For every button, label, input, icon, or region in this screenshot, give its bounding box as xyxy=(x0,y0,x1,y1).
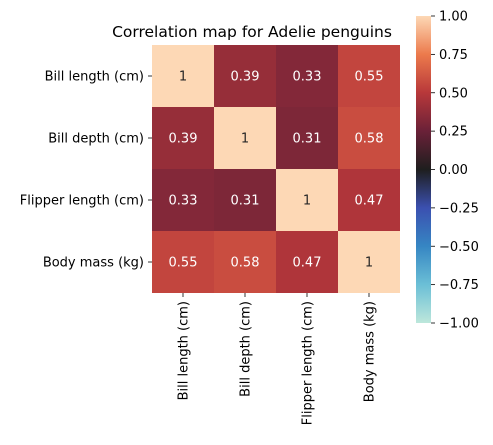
colorbar-tick-label: 0.25 xyxy=(439,125,468,140)
heatmap-cell xyxy=(152,45,214,107)
colorbar-ticks: 1.00 0.75 0.50 0.25 0.00 −0.25 −0.50 −0.75 −1.00 xyxy=(431,10,479,332)
colorbar xyxy=(416,16,431,323)
cell-value-label: 0.33 xyxy=(169,194,198,209)
heatmap-cell xyxy=(152,231,214,293)
cell-value-label: 0.33 xyxy=(293,70,322,85)
column-label: Bill length (cm) xyxy=(177,301,192,400)
colorbar-tick-label: 1.00 xyxy=(439,10,468,25)
column-label: Body mass (kg) xyxy=(363,301,378,402)
cell-value-label: 0.47 xyxy=(355,194,384,209)
heatmap-cell xyxy=(276,45,338,107)
column-label: Bill depth (cm) xyxy=(239,301,254,397)
heatmap-cell xyxy=(338,107,400,169)
cell-value-label: 1 xyxy=(241,132,249,147)
cell-value-label: 0.55 xyxy=(169,256,198,271)
heatmap-cell xyxy=(214,231,276,293)
row-label: Bill depth (cm) xyxy=(48,132,144,147)
cell-value-label: 0.39 xyxy=(231,70,260,85)
heatmap-cell xyxy=(214,169,276,231)
colorbar-tick-label: −0.25 xyxy=(439,201,479,216)
column-labels: Bill length (cm) Bill depth (cm) Flipper l… xyxy=(177,293,378,425)
cell-value-label: 0.58 xyxy=(231,256,260,271)
colorbar-tick-label: 0.75 xyxy=(439,48,468,63)
cell-value-label: 1 xyxy=(365,256,373,271)
colorbar-tick-label: −0.75 xyxy=(439,278,479,293)
heatmap-cell xyxy=(152,169,214,231)
heatmap-cell xyxy=(214,45,276,107)
heatmap-cell xyxy=(276,107,338,169)
row-label: Bill length (cm) xyxy=(45,70,144,85)
chart-title: Correlation map for Adelie penguins xyxy=(112,23,392,41)
heatmap-cell xyxy=(214,107,276,169)
heatmap-cell xyxy=(338,231,400,293)
heatmap-cell xyxy=(276,169,338,231)
cell-value-label: 0.55 xyxy=(355,70,384,85)
cell-value-label: 0.47 xyxy=(293,256,322,271)
column-label: Flipper length (cm) xyxy=(301,301,316,425)
colorbar-tick-label: 0.50 xyxy=(439,86,468,101)
row-labels: Bill length (cm) Bill depth (cm) Flipper l… xyxy=(20,70,152,271)
cell-value-label: 0.58 xyxy=(355,132,384,147)
cell-value-label: 1 xyxy=(179,70,187,85)
heatmap-cell xyxy=(152,107,214,169)
heatmap-cell xyxy=(338,169,400,231)
row-label: Body mass (kg) xyxy=(43,256,144,271)
heatmap-cells: 1 0.39 0.33 0.55 0.39 1 0.31 0.58 0.33 0.31 1 0.47 0… xyxy=(152,45,400,293)
colorbar-tick-label: 0.00 xyxy=(439,163,468,178)
colorbar-tick-label: −0.50 xyxy=(439,240,479,255)
heatmap-cell xyxy=(338,45,400,107)
cell-value-label: 0.31 xyxy=(231,194,260,209)
cell-value-label: 1 xyxy=(303,194,311,209)
heatmap-cell xyxy=(276,231,338,293)
row-label: Flipper length (cm) xyxy=(20,194,144,209)
cell-value-label: 0.31 xyxy=(293,132,322,147)
colorbar-tick-label: −1.00 xyxy=(439,317,479,332)
cell-value-label: 0.39 xyxy=(169,132,198,147)
